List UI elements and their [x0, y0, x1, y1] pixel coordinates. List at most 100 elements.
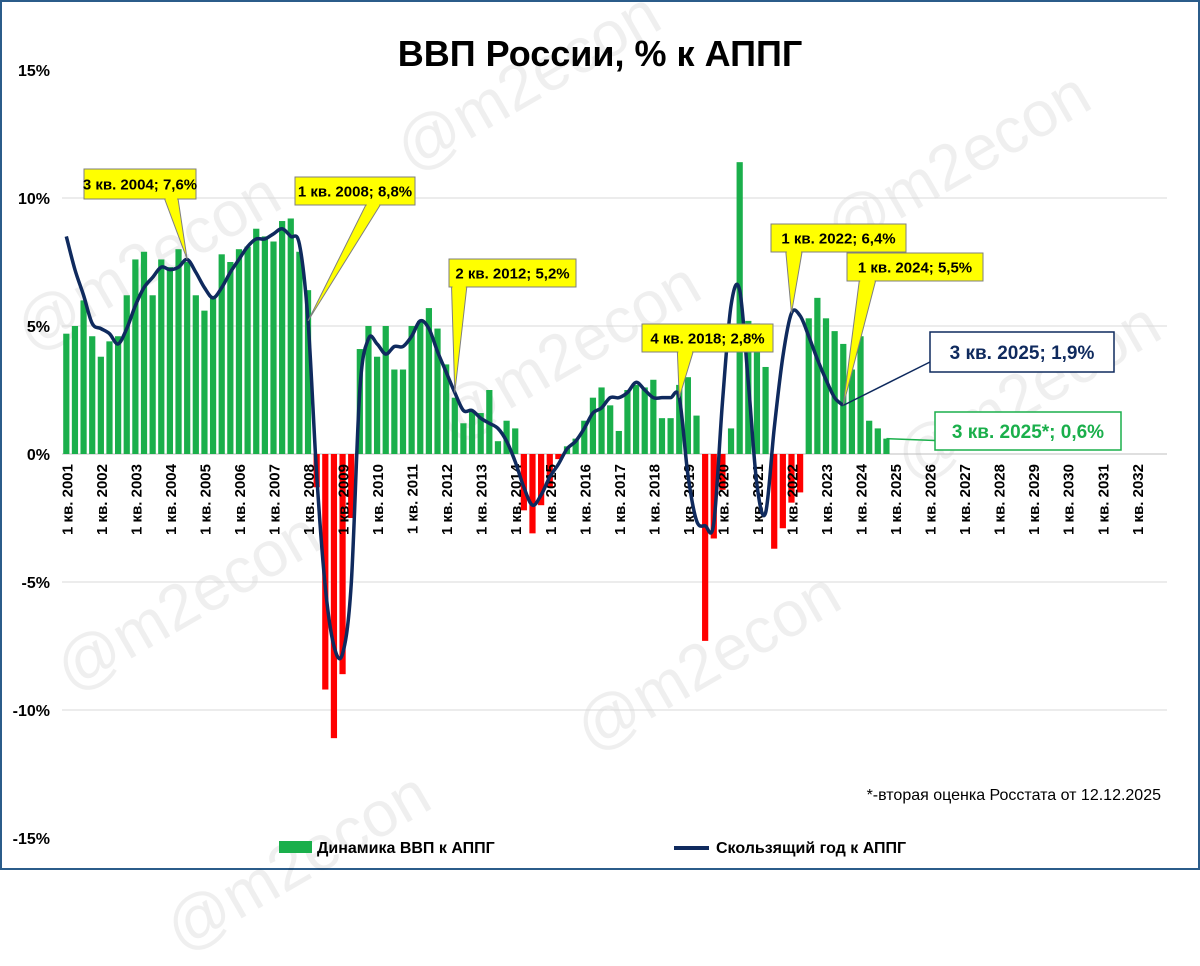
- x-tick-label: 1 кв. 2016: [577, 464, 594, 535]
- x-tick-label: 1 кв. 2007: [267, 464, 284, 535]
- gdp-bar: [287, 218, 294, 454]
- y-tick-label: 5%: [27, 319, 50, 336]
- annotation-callout: 1 кв. 2008; 8,8%: [294, 176, 416, 322]
- x-tick-label: 1 кв. 2025: [888, 464, 905, 535]
- gdp-bar: [391, 369, 398, 454]
- x-tick-label: 1 кв. 2010: [370, 464, 387, 535]
- gdp-bar: [831, 331, 838, 454]
- callout-pointer: [451, 286, 468, 393]
- gdp-bar: [581, 420, 588, 454]
- gdp-bar: [676, 384, 683, 454]
- gdp-bar: [546, 454, 553, 488]
- chart-title: ВВП России, % к АППГ: [398, 33, 803, 74]
- x-tick-label: 1 кв. 2022: [784, 464, 801, 535]
- gdp-bar: [270, 241, 277, 454]
- annotation-callout: 2 кв. 2012; 5,2%: [448, 258, 577, 393]
- x-tick-label: 1 кв. 2005: [197, 464, 214, 535]
- gdp-bar: [460, 423, 467, 454]
- gdp-bar: [348, 454, 355, 518]
- callout-pointer: [785, 251, 803, 314]
- callout-text: 3 кв. 2004; 7,6%: [83, 176, 197, 193]
- gdp-bar: [253, 228, 260, 454]
- gdp-bar: [184, 262, 191, 454]
- callout-box: [83, 168, 197, 200]
- gdp-bar: [710, 454, 717, 539]
- gdp-bar: [874, 428, 881, 454]
- gdp-bar: [503, 420, 510, 454]
- gdp-bar: [330, 454, 338, 739]
- annotation-callout: 4 кв. 2018; 2,8%: [641, 323, 774, 398]
- gdp-bar: [883, 438, 890, 454]
- x-tick-label: 1 кв. 2028: [992, 464, 1009, 535]
- gdp-bar: [80, 300, 87, 454]
- gdp-bar: [796, 454, 804, 493]
- chart-note: *-вторая оценка Росстата от 12.12.2025: [867, 787, 1162, 804]
- y-tick-label: -5%: [22, 575, 50, 592]
- x-tick-label: 1 кв. 2024: [854, 463, 871, 535]
- gdp-bar: [572, 438, 579, 454]
- legend-label-line: Скользящий год к АППГ: [716, 840, 906, 857]
- gdp-bar: [848, 369, 856, 454]
- gdp-bar: [822, 318, 830, 454]
- callout-box: [641, 323, 774, 353]
- x-tick-label: 1 кв. 2027: [957, 464, 974, 535]
- gdp-bar: [106, 341, 113, 454]
- gdp-bar: [192, 295, 199, 454]
- x-tick-label: 1 кв. 2001: [59, 464, 76, 535]
- gdp-bar: [382, 326, 389, 454]
- gdp-bar: [339, 454, 346, 675]
- gdp-bar: [538, 454, 545, 506]
- gdp-bar: [719, 454, 726, 490]
- gdp-bar: [589, 397, 597, 454]
- callout-text: 1 кв. 2022; 6,4%: [781, 230, 895, 247]
- gdp-bar: [235, 249, 243, 454]
- x-tick-label: 1 кв. 2009: [336, 464, 353, 535]
- callout-text: 3 кв. 2025*; 0,6%: [952, 422, 1104, 443]
- gdp-bar: [158, 259, 165, 454]
- x-tick-label: 1 кв. 2031: [1095, 464, 1112, 535]
- gdp-bar: [598, 387, 605, 454]
- gdp-bar: [762, 366, 769, 454]
- callout-pointer: [307, 204, 382, 322]
- gdp-bar: [209, 297, 217, 454]
- callout-text: 2 кв. 2012; 5,2%: [455, 265, 569, 282]
- annotation-callout: 3 кв. 2025*; 0,6%: [886, 411, 1122, 451]
- gdp-bar: [227, 262, 234, 454]
- y-tick-label: -15%: [13, 831, 50, 848]
- gdp-bar: [175, 249, 182, 454]
- callout-box: [934, 411, 1122, 451]
- gdp-bar: [71, 326, 79, 454]
- gdp-bar: [702, 454, 709, 641]
- callout-text: 4 кв. 2018; 2,8%: [650, 330, 764, 347]
- gdp-bar: [218, 254, 225, 454]
- x-tick-label: 1 кв. 2030: [1061, 464, 1078, 535]
- callout-box: [294, 176, 416, 206]
- y-tick-label: 0%: [27, 447, 50, 464]
- gdp-bar: [132, 259, 139, 454]
- callout-box: [846, 252, 984, 282]
- gdp-bar: [304, 290, 312, 454]
- gdp-bar: [555, 454, 562, 460]
- gdp-bar: [736, 162, 743, 454]
- y-tick-label: 15%: [18, 63, 50, 80]
- gdp-bar: [607, 405, 614, 454]
- y-tick-label: 10%: [18, 191, 50, 208]
- gdp-bar: [615, 430, 622, 454]
- gdp-bar: [279, 221, 286, 454]
- gdp-bar: [667, 418, 674, 454]
- gdp-bar: [632, 384, 640, 454]
- callout-box: [448, 258, 577, 288]
- gdp-bar: [451, 397, 458, 454]
- callout-pointer: [886, 437, 936, 442]
- gdp-bar: [477, 413, 484, 454]
- gdp-bar: [149, 295, 156, 454]
- gdp-bar: [788, 454, 795, 503]
- gdp-bar: [261, 236, 268, 454]
- x-tick-label: 1 кв. 2006: [232, 464, 249, 535]
- gdp-bar: [693, 415, 700, 454]
- x-tick-label: 1 кв. 2004: [163, 463, 180, 535]
- gdp-bar: [434, 328, 441, 454]
- gdp-bar: [425, 308, 433, 454]
- x-tick-label: 1 кв. 2023: [819, 464, 836, 535]
